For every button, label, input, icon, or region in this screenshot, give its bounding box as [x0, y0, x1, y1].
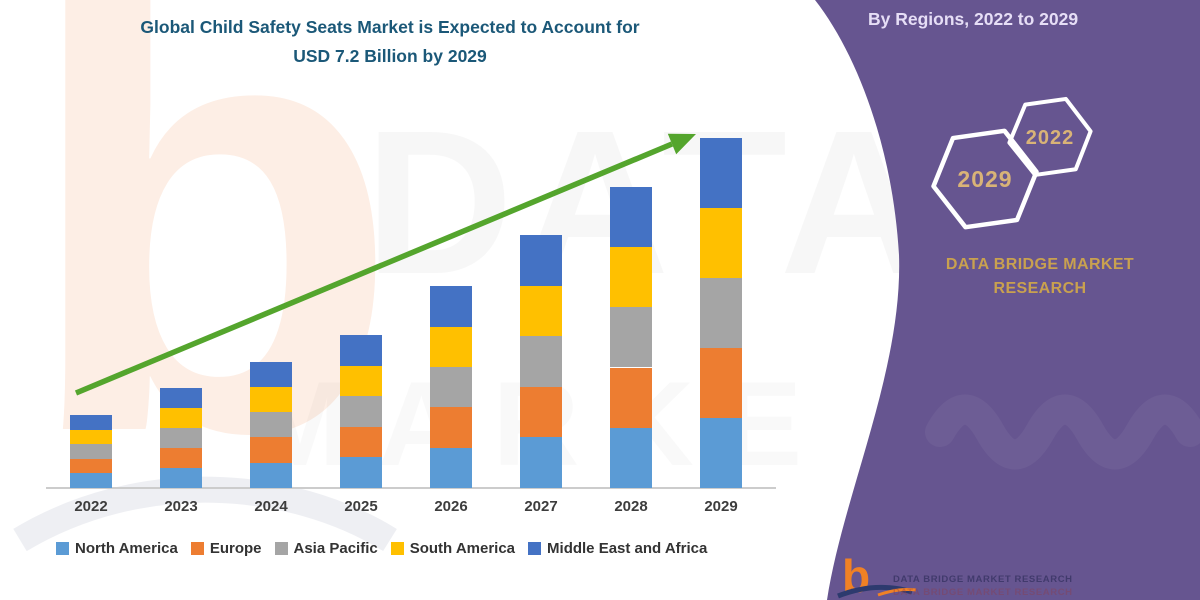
bar-segment-2029-north-america: [700, 418, 742, 488]
x-axis-label-2023: 2023: [164, 498, 198, 515]
bar-segment-2023-asia-pacific: [160, 428, 202, 449]
x-axis-label-2029: 2029: [704, 498, 738, 515]
bar-segment-2022-south-america: [70, 429, 112, 445]
footer-brand-text-echo: DATA BRIDGE MARKET RESEARCH: [893, 587, 1073, 598]
panel-heading: By Regions, 2022 to 2029: [868, 9, 1079, 29]
hexagon-2022: 2022: [1007, 96, 1093, 177]
bar-segment-2022-middle-east-and-africa: [70, 415, 112, 430]
legend-item-north-america: North America: [56, 540, 178, 557]
bar-segment-2024-europe: [250, 437, 292, 463]
x-axis-label-2022: 2022: [74, 498, 108, 515]
chart-title-line1: Global Child Safety Seats Market is Expe…: [140, 17, 640, 37]
legend-label: Asia Pacific: [293, 540, 378, 557]
legend-label: South America: [409, 540, 516, 557]
legend-item-europe: Europe: [190, 540, 262, 557]
legend-label: Middle East and Africa: [547, 540, 708, 557]
footer-brand-text: DATA BRIDGE MARKET RESEARCH: [893, 574, 1073, 585]
legend-swatch-icon: [190, 542, 204, 555]
bar-segment-2022-north-america: [70, 473, 112, 488]
legend-item-south-america: South America: [390, 540, 516, 557]
x-axis-line: [46, 487, 776, 489]
bar-segment-2023-south-america: [160, 408, 202, 429]
bar-segment-2022-europe: [70, 458, 112, 474]
legend-item-asia-pacific: Asia Pacific: [274, 540, 378, 557]
panel-watermark-wave: [925, 394, 1200, 470]
side-panel-background: [815, 0, 1200, 600]
brand-name-line1: DATA BRIDGE MARKET: [945, 256, 1135, 273]
bar-segment-2024-north-america: [250, 462, 292, 488]
brand-name-line2: RESEARCH: [993, 280, 1087, 297]
bar-segment-2023-north-america: [160, 468, 202, 488]
x-axis-label-2026: 2026: [434, 498, 468, 515]
bar-segment-2025-north-america: [340, 457, 382, 488]
bar-segment-2027-north-america: [520, 437, 562, 488]
x-axis-label-2027: 2027: [524, 498, 558, 515]
hexagon-2029: 2029: [931, 128, 1039, 230]
hexagon-2029-label: 2029: [957, 166, 1012, 192]
bar-segment-2026-europe: [430, 407, 472, 448]
legend-swatch-icon: [528, 542, 542, 555]
legend-item-middle-east-and-africa: Middle East and Africa: [528, 540, 707, 557]
x-axis-label-2024: 2024: [254, 498, 288, 515]
footer-logo: b: [837, 550, 917, 600]
bar-segment-2022-asia-pacific: [70, 444, 112, 459]
x-axis-label-2025: 2025: [344, 498, 378, 515]
legend-swatch-icon: [56, 542, 69, 555]
hexagon-2022-label: 2022: [1026, 127, 1075, 149]
legend: North America Europe Asia Pacific South Ame…: [56, 540, 707, 557]
chart-title: Global Child Safety Seats Market is Expe…: [40, 13, 740, 71]
legend-swatch-icon: [390, 542, 404, 555]
bar-segment-2023-europe: [160, 448, 202, 469]
bar-segment-2029-europe: [700, 348, 742, 419]
bar-segment-2026-north-america: [430, 447, 472, 488]
bar-segment-2024-asia-pacific: [250, 412, 292, 438]
x-axis-label-2028: 2028: [614, 498, 648, 515]
legend-label: North America: [75, 540, 178, 557]
bar-segment-2029-middle-east-and-africa: [700, 138, 742, 209]
bar-segment-2029-south-america: [700, 208, 742, 279]
bar-segment-2029-asia-pacific: [700, 278, 742, 349]
legend-swatch-icon: [274, 542, 288, 555]
chart-title-line2: USD 7.2 Billion by 2029: [293, 46, 487, 66]
legend-label: Europe: [209, 540, 262, 557]
hexagon-2029-outline: [931, 128, 1039, 230]
hexagon-2022-outline: [1007, 96, 1093, 177]
bar-segment-2025-europe: [340, 426, 382, 458]
bar-segment-2028-north-america: [610, 427, 652, 488]
bar-segment-2025-asia-pacific: [340, 396, 382, 427]
brand-name: DATA BRIDGE MARKET RESEARCH: [915, 253, 1165, 301]
footer-logo-swoosh2-icon: [877, 588, 917, 597]
